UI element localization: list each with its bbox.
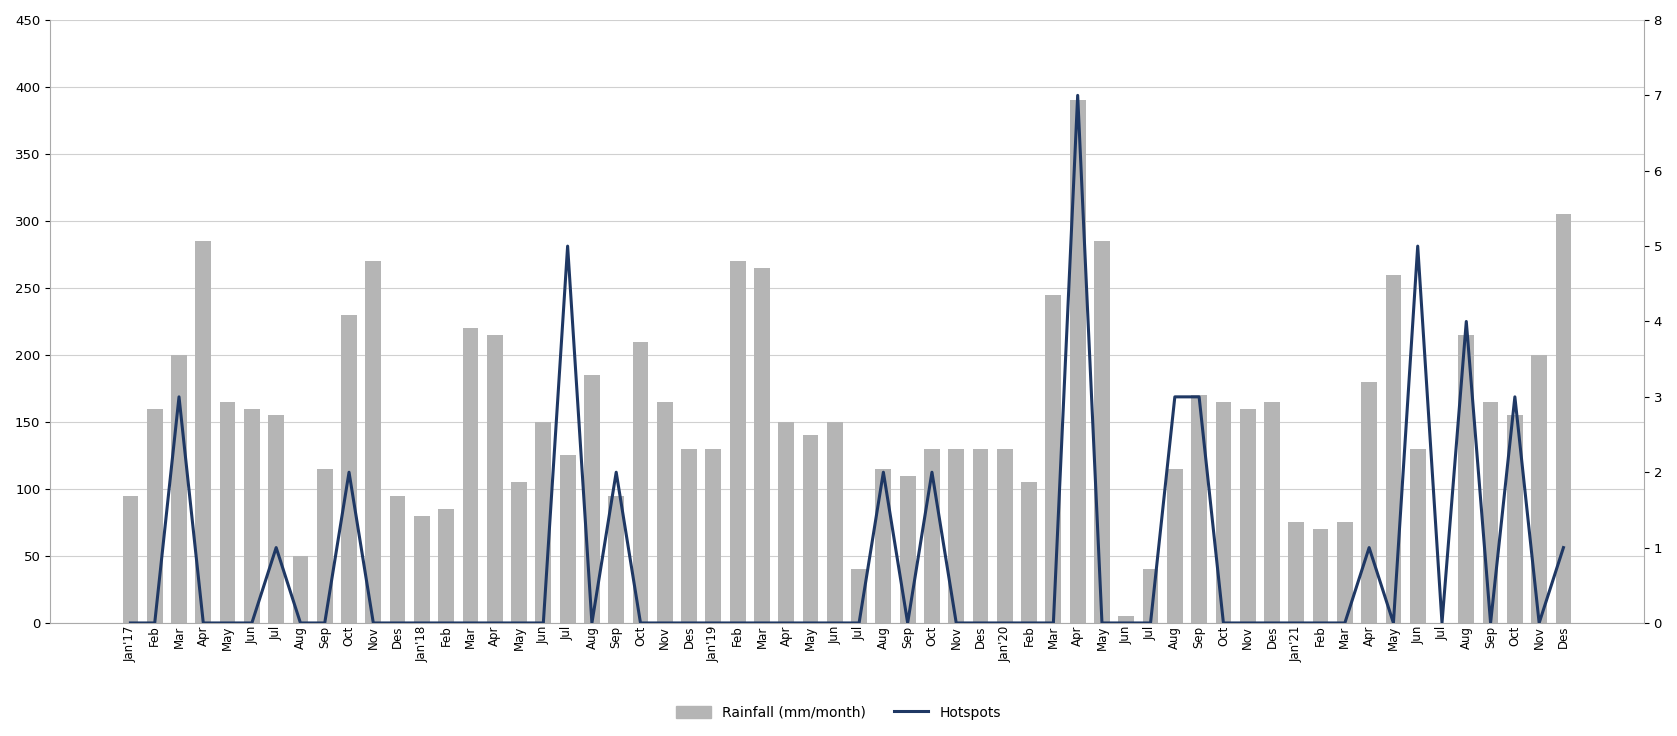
Bar [1045, 294, 1062, 623]
Hotspots [485, 618, 505, 627]
Bar [1508, 415, 1523, 623]
Bar [778, 422, 795, 623]
Bar [438, 509, 454, 623]
Bar [729, 261, 746, 623]
Bar [463, 328, 478, 623]
Bar [486, 335, 503, 623]
Bar [1288, 523, 1305, 623]
Bar [317, 469, 332, 623]
Bar [1239, 408, 1256, 623]
Bar [1313, 529, 1328, 623]
Hotspots [1068, 91, 1088, 100]
Bar [1556, 214, 1571, 623]
Bar [1167, 469, 1182, 623]
Bar [1119, 616, 1134, 623]
Bar [1337, 523, 1353, 623]
Bar [389, 495, 406, 623]
Bar [657, 402, 672, 623]
Bar [1385, 275, 1402, 623]
Hotspots [364, 618, 384, 627]
Bar [1191, 395, 1207, 623]
Bar [535, 422, 552, 623]
Bar [196, 241, 211, 623]
Bar [560, 456, 575, 623]
Bar [1216, 402, 1231, 623]
Hotspots [1020, 618, 1040, 627]
Bar [1264, 402, 1280, 623]
Bar [511, 482, 527, 623]
Bar [901, 475, 916, 623]
Bar [924, 449, 939, 623]
Bar [852, 570, 867, 623]
Legend: Rainfall (mm/month), Hotspots: Rainfall (mm/month), Hotspots [671, 700, 1006, 726]
Bar [1459, 335, 1474, 623]
Bar [1070, 100, 1085, 623]
Hotspots [533, 618, 553, 627]
Bar [171, 355, 186, 623]
Bar [755, 268, 770, 623]
Hotspots [582, 618, 602, 627]
Bar [1093, 241, 1110, 623]
Bar [681, 449, 698, 623]
Bar [609, 495, 624, 623]
Bar [584, 375, 600, 623]
Bar [803, 436, 818, 623]
Bar [292, 556, 309, 623]
Bar [1021, 482, 1036, 623]
Hotspots [1553, 543, 1573, 552]
Bar [706, 449, 721, 623]
Bar [414, 516, 429, 623]
Bar [827, 422, 842, 623]
Bar [948, 449, 964, 623]
Bar [1142, 570, 1159, 623]
Bar [148, 408, 163, 623]
Bar [973, 449, 988, 623]
Bar [268, 415, 283, 623]
Bar [1482, 402, 1499, 623]
Bar [996, 449, 1013, 623]
Hotspots [605, 468, 626, 477]
Bar [1410, 449, 1425, 623]
Bar [243, 408, 260, 623]
Line: Hotspots: Hotspots [131, 96, 1563, 623]
Bar [220, 402, 235, 623]
Hotspots [121, 618, 141, 627]
Bar [1531, 355, 1548, 623]
Bar [340, 315, 357, 623]
Bar [632, 342, 649, 623]
Bar [122, 495, 138, 623]
Bar [875, 469, 890, 623]
Bar [366, 261, 381, 623]
Bar [1362, 382, 1377, 623]
